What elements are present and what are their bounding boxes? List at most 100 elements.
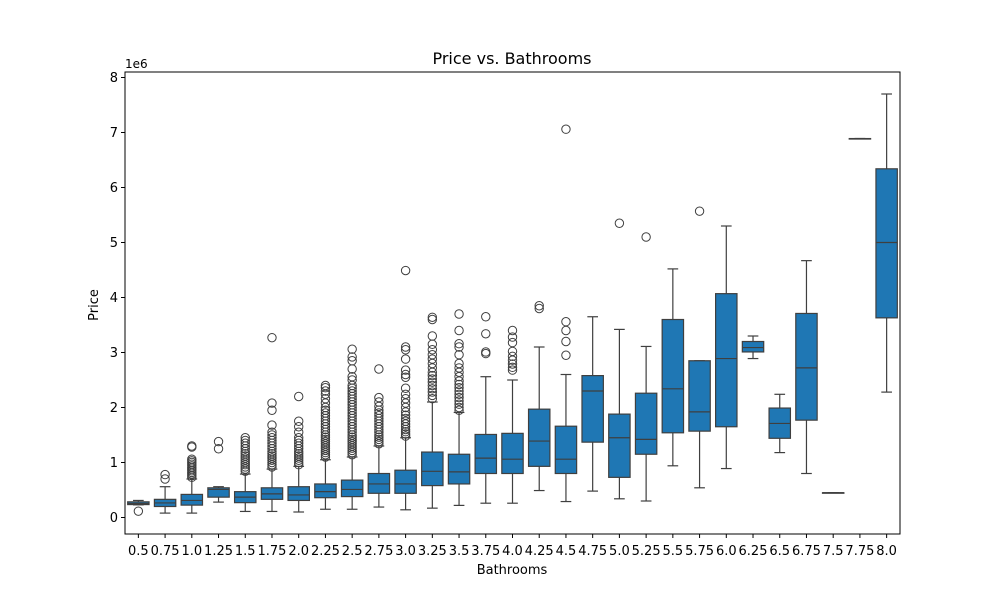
outlier-point (320, 380, 331, 391)
y-tick-label: 5 (110, 236, 118, 251)
outlier-point (160, 469, 170, 480)
x-tick-label: 4.75 (578, 544, 607, 559)
outlier-point (400, 429, 411, 439)
outlier-point (400, 416, 411, 426)
box (581, 375, 604, 443)
outlier-point (454, 339, 464, 349)
x-tick-label: 2.75 (364, 544, 393, 559)
outlier-point (427, 380, 438, 391)
outlier-point (507, 365, 518, 375)
x-tick-label: 7.75 (845, 544, 874, 559)
y-tick-label: 7 (110, 126, 118, 141)
box-group (608, 218, 631, 500)
box (474, 433, 498, 475)
outlier-point (454, 363, 464, 373)
box-group (180, 441, 204, 514)
outlier-point (400, 354, 411, 364)
outlier-point (454, 350, 464, 360)
outlier-point (427, 384, 438, 394)
outlier-point (454, 386, 464, 396)
outlier-point (347, 372, 357, 382)
chart-title: Price vs. Bathrooms (432, 49, 591, 68)
box (527, 408, 551, 467)
outlier-point (347, 436, 357, 447)
outlier-point (267, 449, 277, 459)
box-group (634, 232, 658, 502)
box-group (581, 316, 604, 492)
outlier-point (294, 422, 304, 432)
outlier-point (347, 434, 357, 445)
box (394, 469, 417, 494)
x-tick-label: 3.5 (449, 544, 470, 559)
box (715, 293, 738, 428)
outlier-point (347, 386, 357, 396)
outlier-point (561, 350, 571, 360)
box-group (207, 436, 230, 503)
box-group (875, 93, 898, 393)
x-tick-label: 3.0 (395, 544, 416, 559)
outlier-point (294, 451, 304, 461)
outlier-point (507, 332, 518, 342)
y-axis-offset-label: 1e6 (125, 57, 148, 71)
outlier-point (294, 438, 304, 448)
box-group (260, 332, 284, 513)
box (287, 486, 310, 502)
outlier-point (454, 405, 464, 415)
outlier-point (213, 444, 224, 454)
box-group (127, 499, 150, 516)
box-group (394, 265, 417, 511)
x-tick-label: 4.0 (502, 544, 523, 559)
box (314, 483, 337, 499)
outlier-point (374, 411, 384, 421)
outlier-point (400, 369, 411, 380)
outlier-point (694, 206, 705, 216)
outlier-point (454, 309, 464, 319)
outlier-point (454, 399, 464, 409)
outlier-point (294, 427, 304, 437)
y-axis: 0 1 2 3 4 5 6 7 8 (110, 71, 125, 526)
outlier-point (347, 356, 357, 366)
outlier-point (240, 435, 250, 446)
outlier-point (427, 354, 438, 364)
outlier-point (481, 329, 491, 339)
x-axis: 0.5 0.75 1.0 1.25 1.5 1.75 2.0 2.25 2.5 2.75 3.0 3.… (128, 534, 897, 559)
box-group (821, 492, 845, 494)
x-tick-label: 2.25 (311, 544, 340, 559)
outlier-point (133, 506, 144, 516)
plot-area-frame (124, 71, 901, 535)
outlier-point (347, 375, 357, 385)
outlier-point (534, 301, 544, 311)
outlier-point (320, 386, 331, 396)
x-tick-label: 8.0 (876, 544, 897, 559)
outlier-point (507, 359, 518, 369)
outlier-point (374, 434, 384, 445)
outlier-point (507, 351, 518, 362)
box-group (661, 268, 685, 467)
x-tick-label: 6.25 (739, 544, 768, 559)
y-tick-label: 1 (110, 456, 118, 471)
outlier-point (294, 391, 304, 402)
box-group (741, 335, 765, 360)
x-tick-label: 4.5 (556, 544, 577, 559)
outlier-point (454, 342, 464, 352)
x-tick-label: 3.25 (418, 544, 447, 559)
y-tick-label: 8 (110, 71, 118, 86)
outlier-point (400, 383, 411, 393)
outlier-point (427, 350, 438, 360)
outlier-point (267, 427, 277, 437)
outlier-point (294, 416, 304, 426)
outlier-point (427, 394, 438, 404)
outlier-point (267, 453, 277, 463)
outlier-point (374, 397, 384, 407)
box-group (501, 325, 524, 504)
x-tick-label: 1.0 (181, 544, 202, 559)
box (421, 451, 444, 487)
box-group (233, 433, 257, 513)
outlier-point (374, 432, 384, 442)
x-tick-label: 0.75 (151, 544, 180, 559)
x-axis-label: Bathrooms (477, 563, 548, 578)
box (795, 312, 818, 421)
x-tick-label: 5.25 (632, 544, 661, 559)
